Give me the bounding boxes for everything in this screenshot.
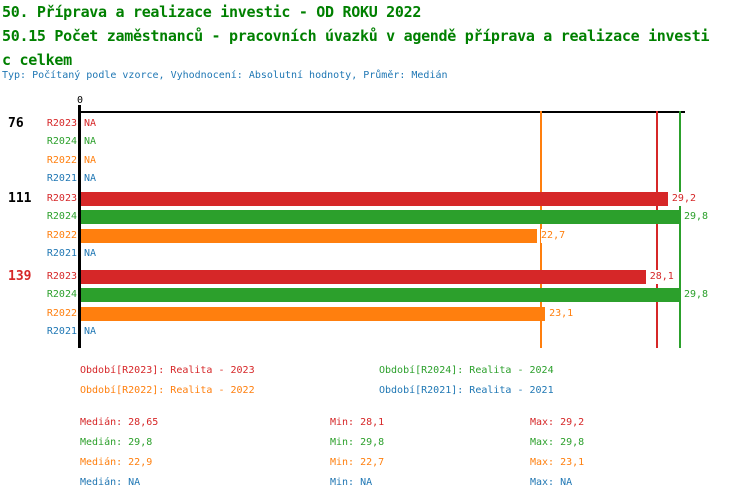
series-label: R2022	[46, 154, 77, 166]
y-axis-line	[78, 105, 81, 348]
series-label: R2023	[46, 118, 77, 129]
page-title-line-3: c celkem	[2, 51, 72, 69]
bar	[81, 228, 538, 243]
series-label: R2023	[46, 193, 77, 204]
median-line-r2023	[655, 111, 658, 348]
stat-min-r2022: Min: 22,7	[330, 457, 385, 468]
series-label: R2023	[46, 271, 77, 282]
stat-median-r2021: Medián: NA	[80, 477, 141, 488]
stat-min-r2024: Min: 29,8	[330, 437, 385, 448]
legend-item-r2023: Období[R2023]: Realita - 2023	[80, 365, 255, 376]
bar	[81, 306, 546, 321]
na-label: NA	[84, 247, 97, 259]
na-label: NA	[84, 172, 97, 184]
stat-max-r2023: Max: 29,2	[530, 417, 585, 428]
stat-median-r2024: Medián: 29,8	[80, 437, 153, 448]
group-label: 111	[8, 191, 32, 206]
legend-item-r2021: Období[R2021]: Realita - 2021	[379, 385, 554, 396]
group-label: 76	[8, 116, 24, 131]
bar	[81, 210, 680, 225]
legend-item-r2022: Období[R2022]: Realita - 2022	[80, 385, 255, 396]
axis-zero-label: 0	[76, 95, 84, 106]
legend-item-r2024: Období[R2024]: Realita - 2024	[379, 365, 554, 376]
bar-value-label: 29,2	[671, 192, 696, 206]
median-line-r2024	[678, 111, 681, 348]
series-label: R2021	[46, 247, 77, 259]
series-label: R2022	[46, 307, 77, 319]
series-label: R2024	[46, 136, 77, 148]
stat-max-r2022: Max: 23,1	[530, 457, 585, 468]
series-label: R2024	[46, 211, 77, 223]
stat-max-r2024: Max: 29,8	[530, 437, 585, 448]
na-label: NA	[84, 136, 97, 148]
bar-value-label: 29,8	[683, 288, 709, 303]
na-label: NA	[84, 118, 97, 129]
stat-median-r2023: Medián: 28,65	[80, 417, 159, 428]
bar-value-label: 22,7	[541, 228, 566, 243]
series-label: R2021	[46, 325, 77, 337]
page-title-line-2: 50.15 Počet zaměstnanců - pracovních úva…	[2, 27, 710, 45]
series-label: R2021	[46, 172, 77, 184]
page-title-line-1: 50. Příprava a realizace investic - OD R…	[2, 3, 422, 21]
na-label: NA	[84, 325, 97, 337]
x-axis-top-line	[79, 111, 685, 113]
bar-value-label: 28,1	[649, 270, 674, 284]
stat-median-r2022: Medián: 22,9	[80, 457, 153, 468]
chart-meta-line: Typ: Počítaný podle vzorce, Vyhodnocení:…	[2, 70, 448, 81]
bar	[81, 288, 680, 303]
stat-min-r2023: Min: 28,1	[330, 417, 385, 428]
na-label: NA	[84, 154, 97, 166]
bar	[81, 270, 646, 284]
series-label: R2024	[46, 289, 77, 301]
stat-min-r2021: Min: NA	[330, 477, 373, 488]
bar-value-label: 23,1	[549, 306, 574, 321]
series-label: R2022	[46, 229, 77, 241]
bar-value-label: 29,8	[683, 210, 709, 225]
group-label: 139	[8, 269, 32, 284]
stat-max-r2021: Max: NA	[530, 477, 573, 488]
bar	[81, 192, 668, 206]
